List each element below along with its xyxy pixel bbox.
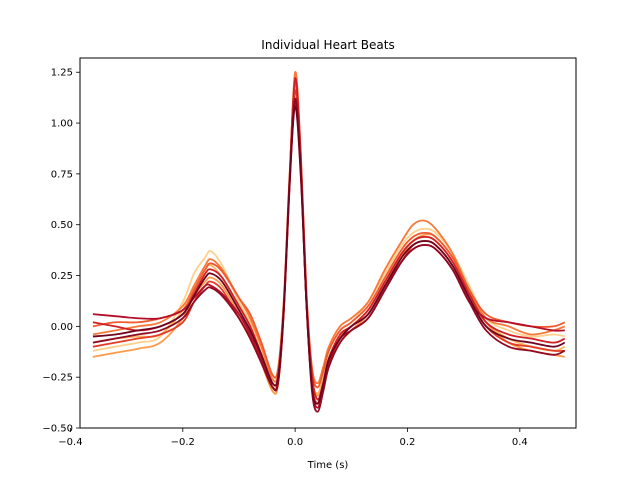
y-tick-label: −0.25: [42, 373, 73, 384]
y-tick-label: 1.25: [51, 68, 73, 79]
y-tick-label: 0.00: [51, 322, 73, 333]
series-group: [92, 71, 566, 413]
y-tick-label: 0.50: [51, 220, 73, 231]
beat-line-10: [92, 105, 566, 405]
x-tick-label: −0.4: [58, 437, 82, 448]
y-tick-label: 1.00: [51, 119, 73, 130]
x-tick-label: 0.0: [287, 437, 303, 448]
x-axis-label: Time (s): [307, 460, 349, 471]
chart-title: Individual Heart Beats: [261, 38, 394, 52]
y-tick-label: −0.50: [42, 424, 73, 435]
x-tick-label: 0.4: [512, 437, 528, 448]
y-tick-label: 0.75: [51, 169, 73, 180]
x-tick-label: 0.2: [400, 437, 416, 448]
y-tick-label: 0.25: [51, 271, 73, 282]
axes-group: −0.4 −0.2 0.0 0.2 0.4 −0.50 −0.25 0.00 0.25 0.50 0…: [42, 68, 527, 448]
x-tick-label: −0.2: [171, 437, 195, 448]
plot-frame: [79, 57, 577, 429]
